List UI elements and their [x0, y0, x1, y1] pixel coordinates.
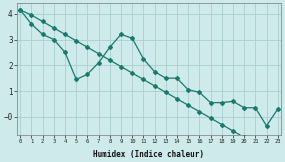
X-axis label: Humidex (Indice chaleur): Humidex (Indice chaleur) — [93, 150, 204, 159]
